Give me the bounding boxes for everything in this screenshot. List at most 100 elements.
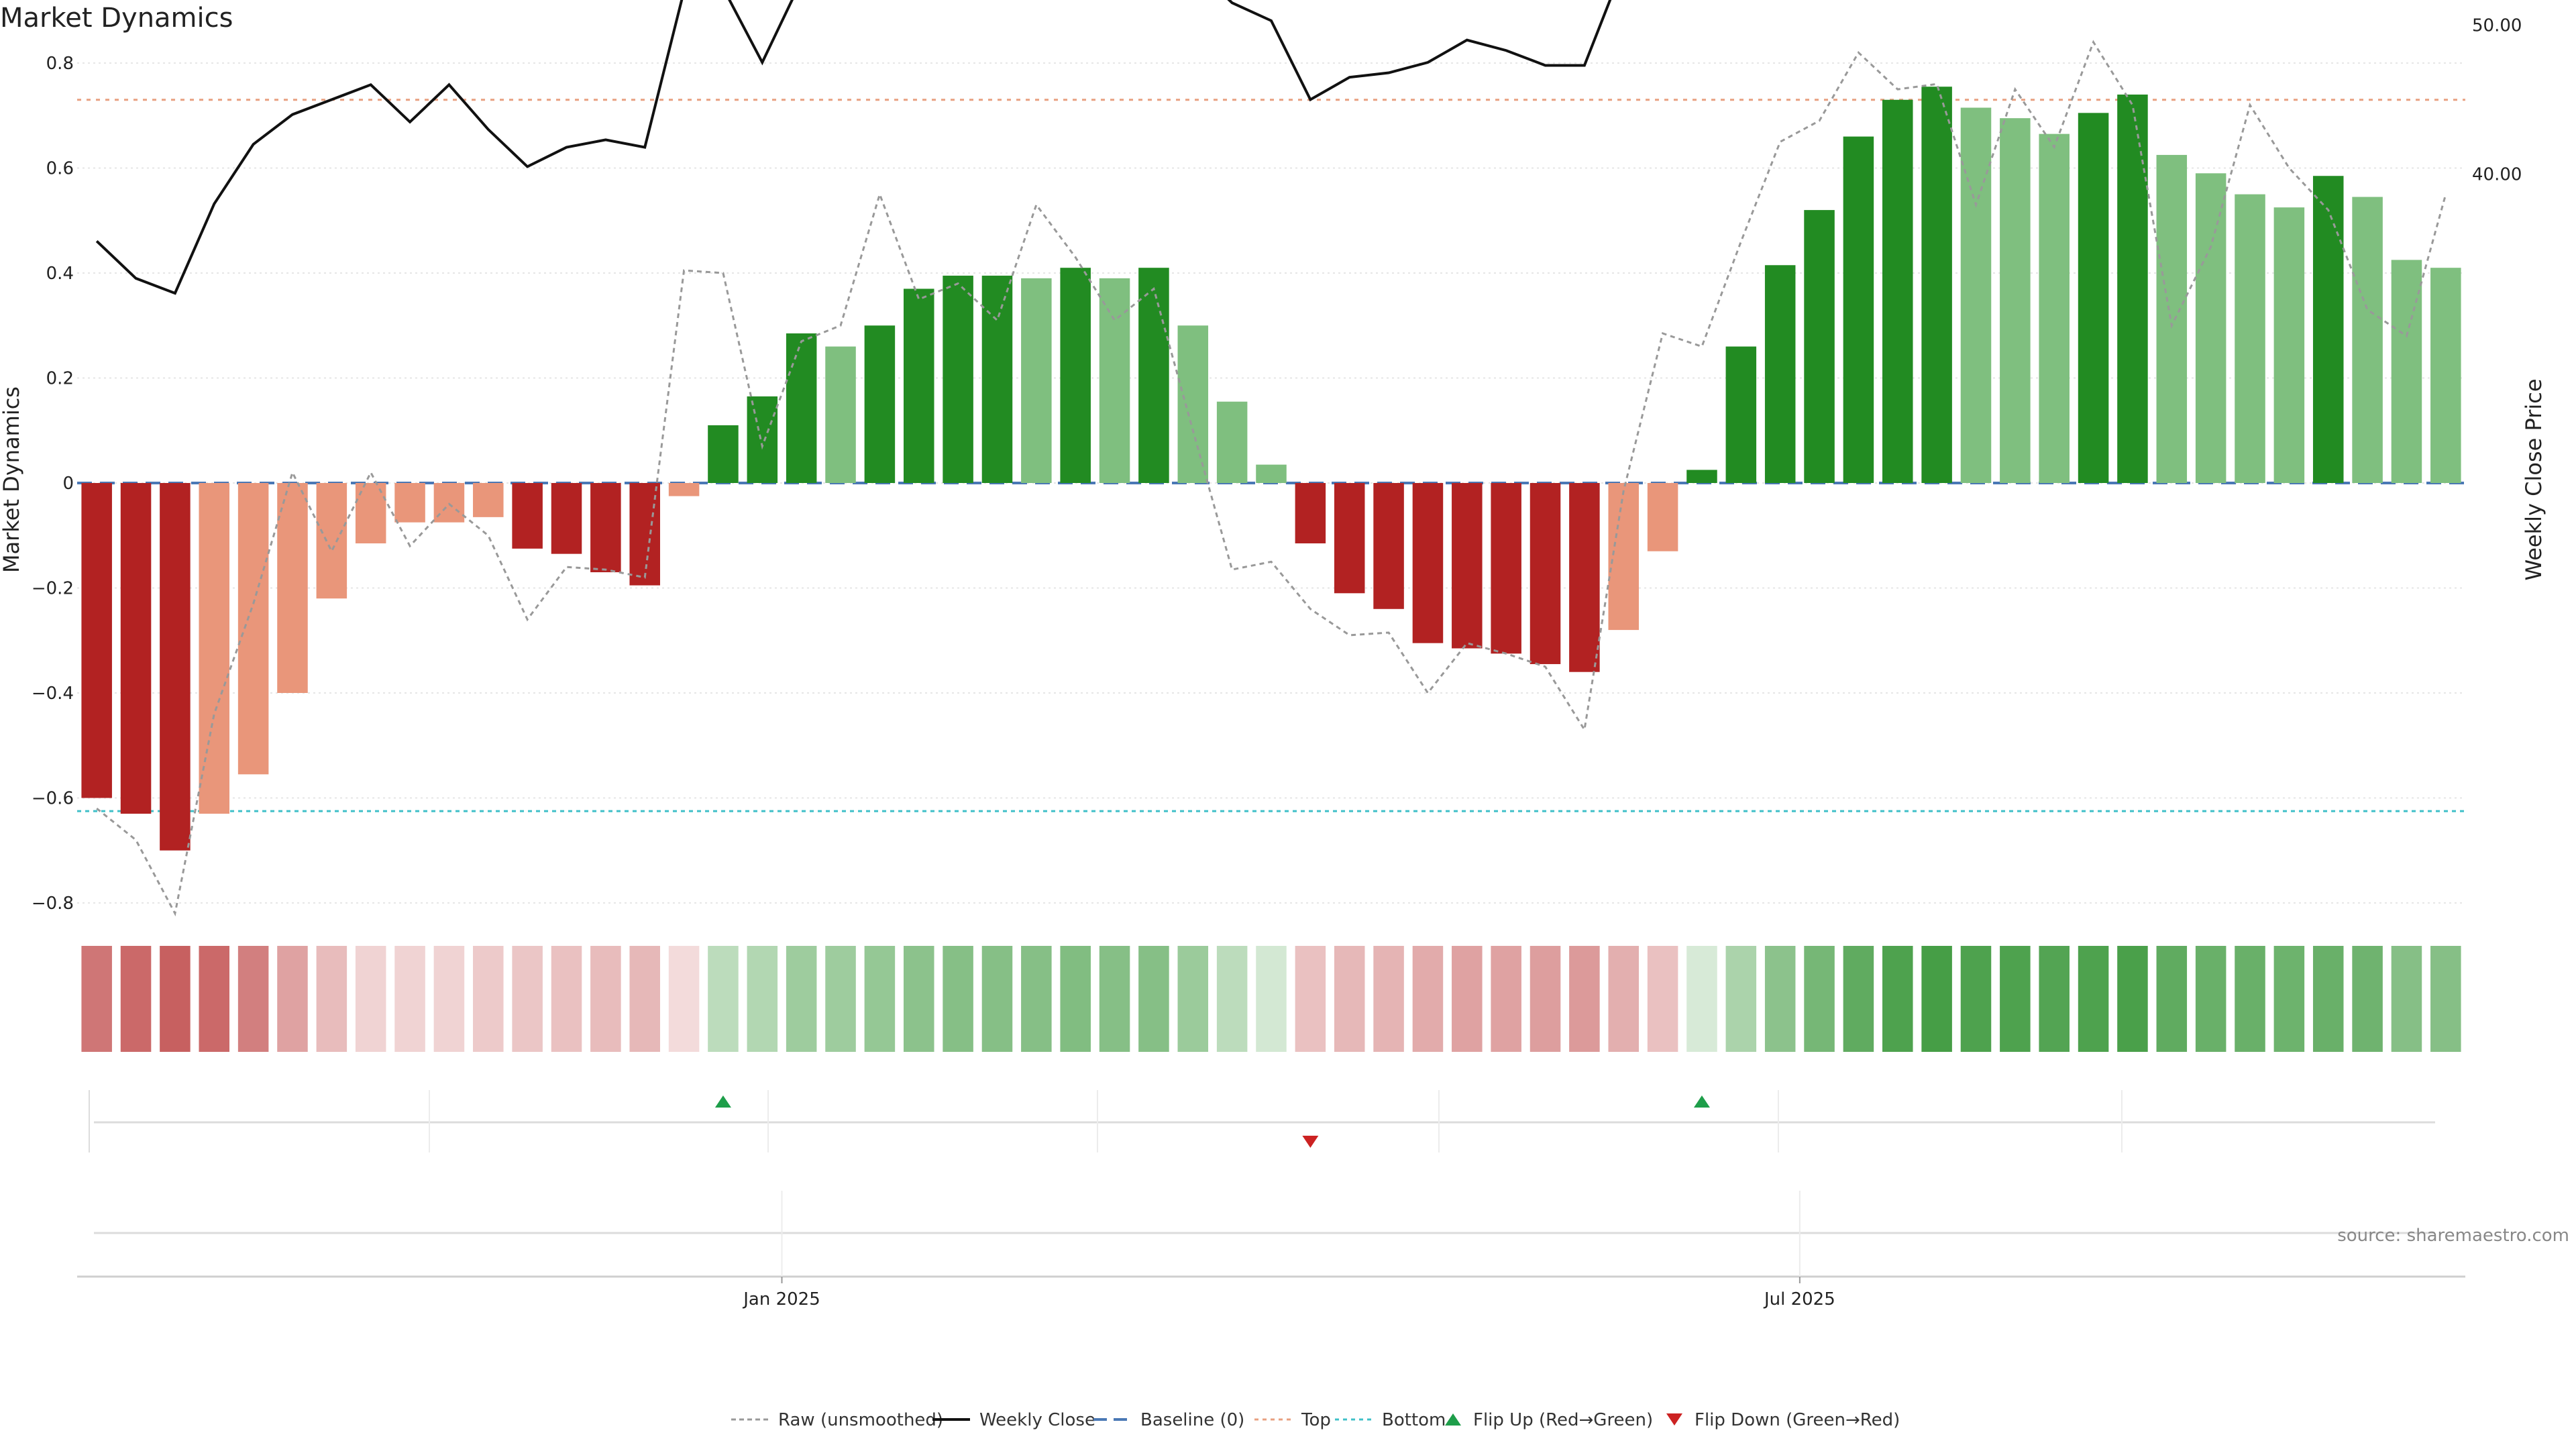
legend-item: Weekly Close xyxy=(932,1410,1095,1430)
y-tick-label: 0.2 xyxy=(46,369,74,389)
strip-cell xyxy=(2391,946,2422,1052)
strip-cell xyxy=(2078,946,2109,1052)
strip-cell xyxy=(1177,946,1209,1052)
bar xyxy=(1099,278,1130,483)
bar xyxy=(1764,265,1796,483)
bar xyxy=(1725,346,1757,483)
bar xyxy=(1177,325,1209,483)
bar xyxy=(1843,136,1874,484)
strip-cell xyxy=(1529,946,1561,1052)
bar xyxy=(473,483,504,517)
bar xyxy=(1882,99,1913,483)
bar xyxy=(1138,268,1169,483)
bar xyxy=(786,333,817,483)
strip-cell xyxy=(1138,946,1169,1052)
bar xyxy=(1412,483,1444,643)
strip-cell xyxy=(864,946,896,1052)
legend-item: Raw (unsmoothed) xyxy=(731,1410,943,1430)
strip-cell xyxy=(277,946,308,1052)
bar xyxy=(903,288,934,483)
flip-up-marker xyxy=(1693,1095,1710,1108)
strip-cell xyxy=(629,946,660,1052)
strip-cell xyxy=(81,946,112,1052)
bar xyxy=(316,483,347,599)
bar xyxy=(394,483,425,523)
bar xyxy=(1256,464,1287,483)
strip-cell xyxy=(1764,946,1796,1052)
strip-cell xyxy=(1256,946,1287,1052)
strip-cell xyxy=(2156,946,2188,1052)
bars-layer xyxy=(81,87,2461,851)
strip-cell xyxy=(1569,946,1600,1052)
bar xyxy=(2117,94,2148,483)
bar xyxy=(2391,260,2422,483)
strip-cell xyxy=(1452,946,1483,1052)
flip-up-marker xyxy=(714,1095,731,1108)
bar xyxy=(747,396,778,483)
bar xyxy=(708,425,739,483)
bar xyxy=(81,483,112,798)
strip-cell xyxy=(1647,946,1678,1052)
strip-cell xyxy=(747,946,778,1052)
bar xyxy=(943,275,973,483)
bar xyxy=(1686,470,1717,483)
bar xyxy=(1373,483,1404,609)
strip-cell xyxy=(2235,946,2265,1052)
bar xyxy=(120,483,152,814)
bar xyxy=(237,483,269,775)
y-tick-label: 0.8 xyxy=(46,54,74,74)
strip-cell xyxy=(1843,946,1874,1052)
strip-cell xyxy=(590,946,621,1052)
strip-cell xyxy=(355,946,386,1052)
x-tick-label: Jan 2025 xyxy=(742,1289,820,1309)
strip-cell xyxy=(120,946,152,1052)
bar xyxy=(2078,113,2109,483)
y-tick-label: −0.4 xyxy=(32,684,74,704)
strip-cell xyxy=(1491,946,1521,1052)
bar xyxy=(2352,197,2383,483)
bar xyxy=(2039,133,2070,483)
strip-cell xyxy=(2000,946,2031,1052)
bar xyxy=(1452,483,1483,649)
bar xyxy=(1608,483,1640,631)
bar xyxy=(1804,210,1835,483)
strip-cell xyxy=(551,946,582,1052)
bar xyxy=(1491,483,1521,654)
legend-label: Baseline (0) xyxy=(1140,1410,1244,1430)
strip-cell xyxy=(2430,946,2461,1052)
flip-down-marker xyxy=(1302,1136,1319,1148)
bar xyxy=(2312,176,2344,483)
strip-cell xyxy=(1373,946,1404,1052)
strip-cell xyxy=(708,946,739,1052)
strip-cell xyxy=(1021,946,1052,1052)
strip-cell xyxy=(2273,946,2305,1052)
bar xyxy=(1647,483,1678,551)
legend: Raw (unsmoothed) Weekly Close Baseline (0)… xyxy=(731,1410,1900,1430)
strip-cell xyxy=(825,946,856,1052)
legend-item: Baseline (0) xyxy=(1093,1410,1244,1430)
legend-label: Flip Up (Red→Green) xyxy=(1473,1410,1653,1430)
strip-cell xyxy=(2352,946,2383,1052)
strip-cell xyxy=(1725,946,1757,1052)
bar xyxy=(199,483,230,814)
y2-tick-label: 50.00 xyxy=(2472,16,2522,36)
bar xyxy=(2195,173,2226,483)
legend-label: Weekly Close xyxy=(979,1410,1095,1430)
strip-cell xyxy=(903,946,934,1052)
strip-cell xyxy=(1334,946,1365,1052)
x-tick-label: Jul 2025 xyxy=(1763,1289,1835,1309)
strip-cell xyxy=(316,946,347,1052)
strip-cell xyxy=(981,946,1013,1052)
bar xyxy=(1060,268,1091,483)
strip-cell xyxy=(1804,946,1835,1052)
bar xyxy=(1021,278,1052,483)
strip-cell xyxy=(433,946,465,1052)
bar xyxy=(825,346,856,483)
bar xyxy=(160,483,191,851)
strip-cell xyxy=(786,946,817,1052)
strip-cell xyxy=(1882,946,1913,1052)
intensity-strip xyxy=(81,946,2461,1052)
strip-cell xyxy=(943,946,973,1052)
bar xyxy=(2156,154,2188,483)
y2-axis-title: Weekly Close Price xyxy=(2521,378,2546,580)
